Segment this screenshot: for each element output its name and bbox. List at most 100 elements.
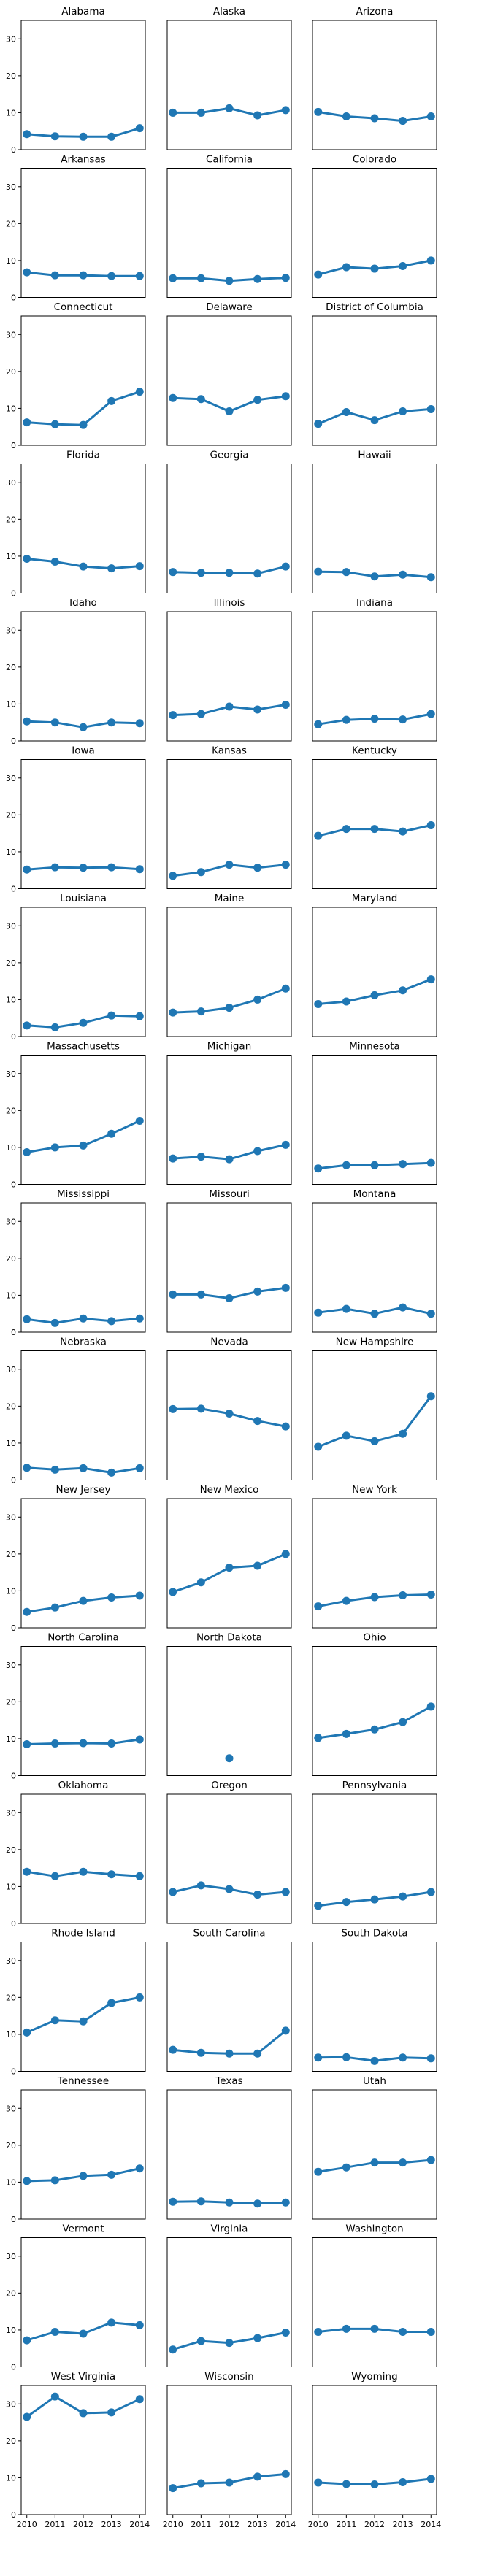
data-point [196,1404,205,1413]
plot-frame [312,759,437,889]
data-point [314,2478,323,2487]
data-point [225,2198,234,2207]
y-tick-label: 20 [6,2288,16,2298]
panel-title: Florida [66,450,100,461]
y-tick-label: 10 [6,1882,16,1891]
panel-wyoming: Wyoming 2010 2011 2012 2013 2014 [308,2371,442,2529]
plot-frame [20,315,146,446]
x-tick-label: 2012 [73,2520,93,2529]
panel-title: Nebraska [60,1337,107,1348]
x-tick-label: 2010 [17,2520,37,2529]
data-point [370,416,379,425]
data-point [50,558,59,566]
plot-frame [312,907,437,1037]
data-point [107,1593,116,1602]
panel-west-virginia: West Virginia 0 10 20 30 2010 2011 2012 2013 2014 [6,2371,150,2529]
data-point [342,2480,350,2488]
y-tick-label: 30 [6,330,16,339]
y-tick-label: 20 [6,1402,16,1411]
panel-title: Virginia [211,2223,248,2235]
data-point [314,720,323,728]
plot-frame [20,1055,146,1185]
data-point [50,1872,59,1880]
data-point [50,1603,59,1612]
y-tick-label: 0 [11,1623,16,1633]
panel-title: Colorado [353,154,396,166]
data-point [399,1303,407,1312]
data-point [23,1740,31,1749]
data-point [426,2156,435,2164]
y-tick-label: 30 [6,774,16,783]
plot-frame [312,611,437,742]
y-tick-label: 0 [11,441,16,450]
plot-frame [166,1793,292,1924]
panel-maine: Maine [166,893,292,1037]
data-point [79,562,88,571]
x-tick-label: 2010 [308,2520,329,2529]
data-point [342,2053,350,2061]
data-point [342,1161,350,1169]
data-point [23,1607,31,1616]
data-point [79,1596,88,1605]
y-tick-label: 10 [6,2326,16,2335]
plot-frame [312,2385,437,2515]
data-point [426,1310,435,1318]
plot-frame [166,1646,292,1776]
panel-louisiana: Louisiana 0 10 20 30 [6,893,146,1042]
data-point [196,108,205,117]
y-tick-label: 30 [6,2104,16,2113]
data-point [23,865,31,874]
y-tick-label: 20 [6,958,16,968]
data-point [370,1593,379,1602]
data-point [370,2158,379,2167]
data-point [426,1392,435,1401]
data-point [314,1308,323,1317]
data-point [196,1881,205,1890]
data-point [399,262,407,271]
y-tick-label: 0 [11,1032,16,1042]
data-point [281,1283,290,1292]
data-point [135,2321,144,2329]
y-tick-label: 10 [6,1291,16,1300]
data-point [225,1754,234,1763]
data-point [169,2197,177,2206]
x-tick-label: 2014 [275,2520,296,2529]
data-point [135,1464,144,1472]
data-point [135,1993,144,2002]
data-point [23,554,31,563]
panel-kansas: Kansas [166,745,292,889]
data-point [370,991,379,999]
panel-florida: Florida 0 10 20 30 [6,450,146,599]
data-point [196,1578,205,1587]
panel-wisconsin: Wisconsin 2010 2011 2012 2013 2014 [163,2371,296,2529]
panel-title: Michigan [207,1041,252,1053]
data-point [281,562,290,571]
y-tick-label: 20 [6,2141,16,2150]
y-tick-label: 30 [6,1808,16,1818]
panel-title: Washington [345,2223,403,2235]
data-point [79,1314,88,1323]
plot-frame [312,1793,437,1924]
data-point [135,1872,144,1880]
data-point [426,1158,435,1167]
data-point [370,715,379,723]
panel-title: North Carolina [47,1632,119,1644]
data-point [169,711,177,720]
data-point [107,1129,116,1138]
y-tick-label: 10 [6,1439,16,1448]
data-point [107,132,116,141]
data-point [399,2477,407,2486]
plot-frame [20,907,146,1037]
panel-ohio: Ohio [312,1632,437,1776]
data-point [342,2163,350,2172]
data-point [169,1290,177,1299]
data-point [135,388,144,396]
data-point [50,2176,59,2185]
y-tick-label: 10 [6,404,16,413]
data-point [79,1739,88,1748]
data-point [169,568,177,577]
y-tick-label: 20 [6,810,16,820]
data-point [225,1155,234,1164]
data-point [281,2198,290,2207]
data-point [225,702,234,711]
